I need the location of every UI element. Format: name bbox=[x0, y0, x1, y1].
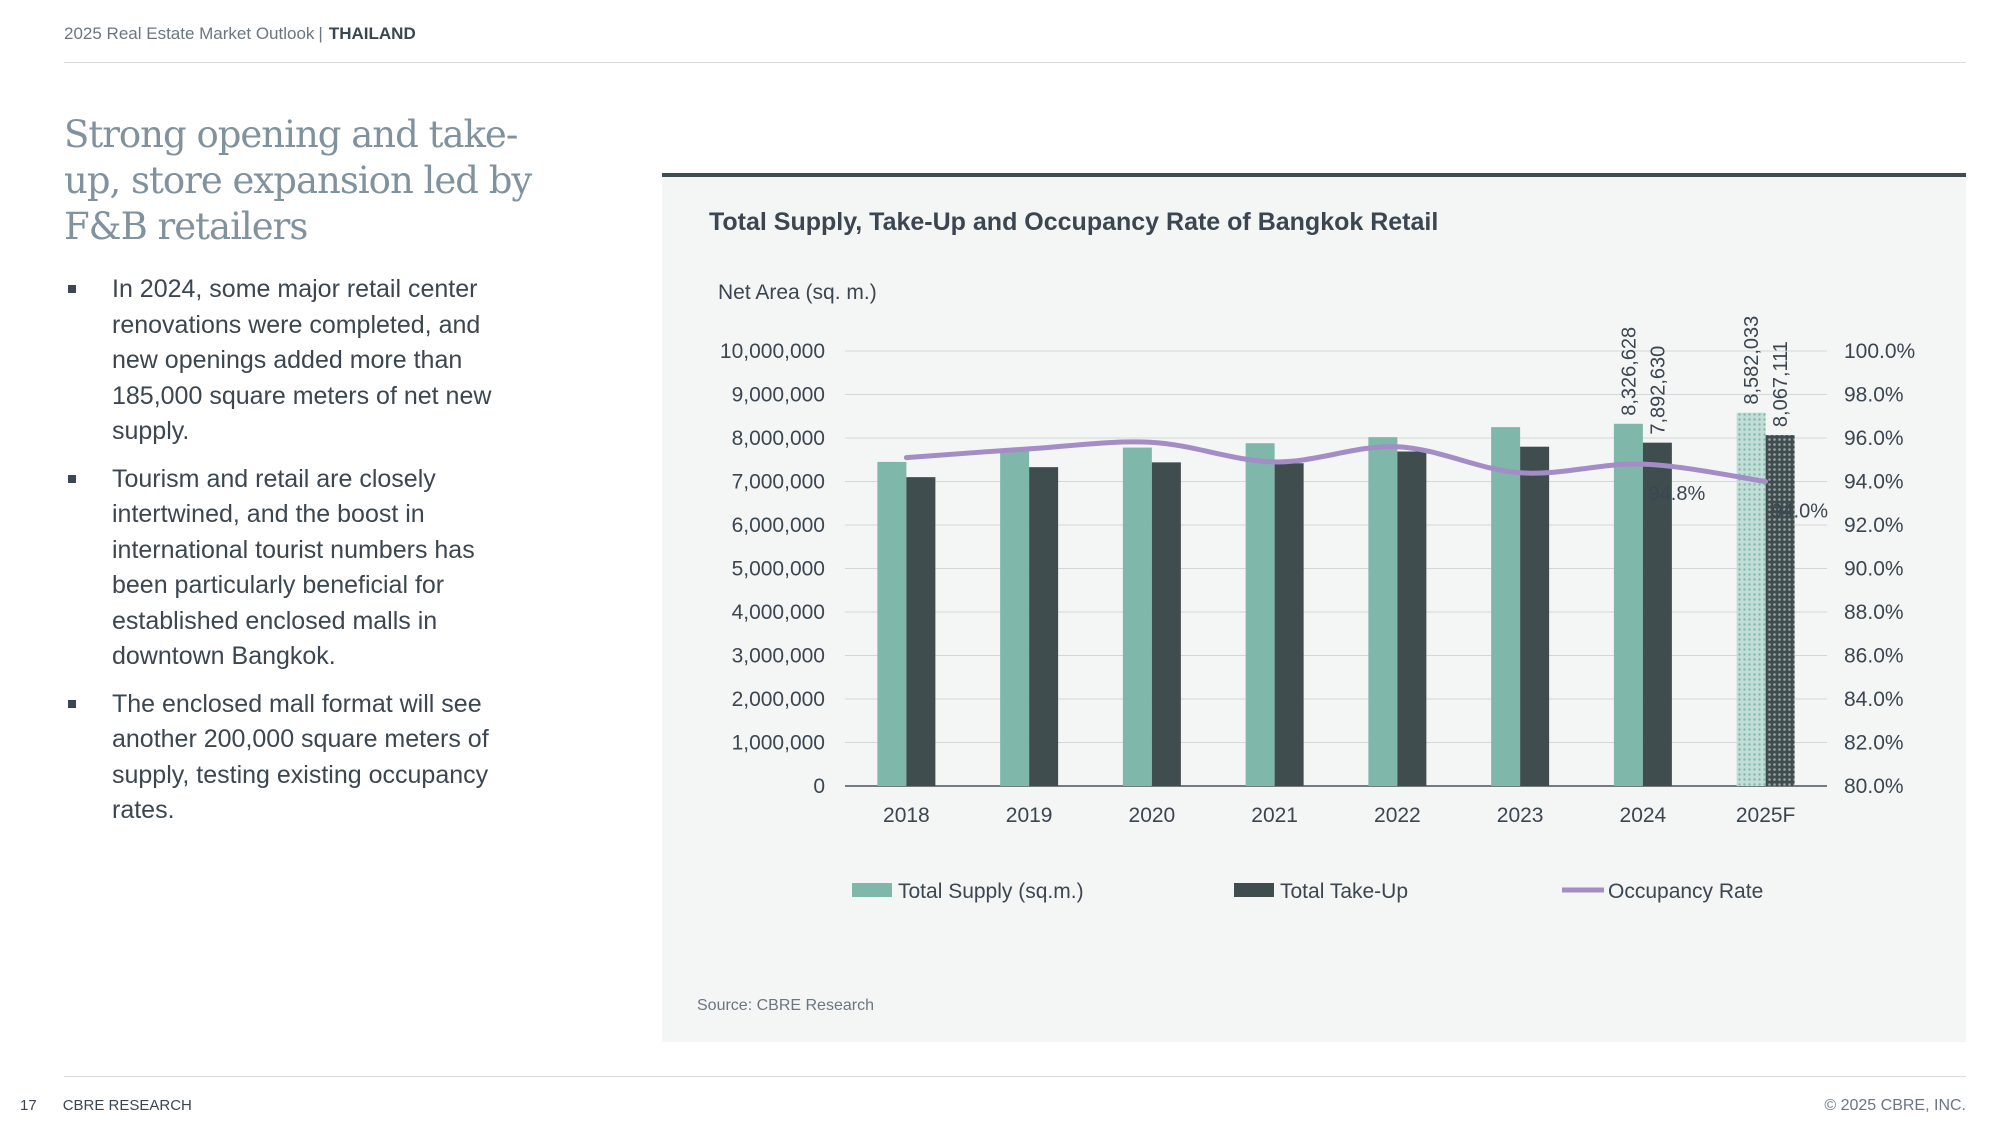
y-tick-label: 3,000,000 bbox=[732, 645, 825, 668]
footer-left: 17 CBRE RESEARCH bbox=[20, 1097, 192, 1114]
takeup-bar bbox=[906, 477, 936, 786]
y2-tick-label: 84.0% bbox=[1844, 688, 1904, 711]
bullet-item: The enclosed mall format will see anothe… bbox=[64, 687, 524, 829]
bullet-square-icon bbox=[68, 699, 76, 708]
x-tick-label: 2025F bbox=[1736, 804, 1796, 827]
legend-label: Total Take-Up bbox=[1280, 880, 1408, 903]
y2-tick-label: 94.0% bbox=[1844, 471, 1904, 494]
y-tick-label: 0 bbox=[813, 775, 825, 798]
y2-tick-label: 88.0% bbox=[1844, 601, 1904, 624]
y2-tick-label: 86.0% bbox=[1844, 645, 1904, 668]
header-separator: | bbox=[318, 24, 323, 43]
occupancy-line-group bbox=[903, 439, 1769, 484]
supply-data-label: 8,326,628 bbox=[1618, 327, 1640, 416]
y-tick-label: 4,000,000 bbox=[732, 601, 825, 624]
gridlines bbox=[845, 350, 1827, 787]
chart-title: Total Supply, Take-Up and Occupancy Rate… bbox=[709, 208, 1439, 236]
footer-brand: CBRE RESEARCH bbox=[62, 1097, 192, 1114]
legend-label: Occupancy Rate bbox=[1608, 880, 1763, 903]
supply-bar bbox=[1245, 443, 1275, 786]
legend-label: Total Supply (sq.m.) bbox=[898, 880, 1084, 903]
y-tick-label: 2,000,000 bbox=[732, 688, 825, 711]
country-label: THAILAND bbox=[328, 24, 416, 43]
supply-bar bbox=[1122, 447, 1152, 786]
supply-bar bbox=[1491, 427, 1521, 786]
chart-legend: Total Supply (sq.m.) Total Take-Up Occupan… bbox=[852, 880, 1763, 903]
y2-tick-label: 100.0% bbox=[1844, 340, 1915, 363]
y-tick-label: 8,000,000 bbox=[732, 427, 825, 450]
y2-tick-label: 80.0% bbox=[1844, 775, 1904, 798]
y2-tick-label: 82.0% bbox=[1844, 732, 1904, 755]
y-axis-title: Net Area (sq. m.) bbox=[718, 281, 877, 304]
bullet-text: The enclosed mall format will see anothe… bbox=[112, 689, 489, 825]
supply-bar bbox=[1613, 423, 1643, 786]
occupancy-data-label: 94.0% bbox=[1771, 501, 1828, 523]
x-tick-label: 2020 bbox=[1129, 804, 1176, 827]
chart-labels: Net Area (sq. m.) 0 1,000,000 2,000,000 3,00… bbox=[718, 281, 1915, 827]
y-tick-label: 5,000,000 bbox=[732, 558, 825, 581]
y-tick-label: 6,000,000 bbox=[732, 514, 825, 537]
takeup-bar bbox=[1397, 451, 1427, 786]
x-tick-label: 2022 bbox=[1374, 804, 1421, 827]
x-tick-label: 2019 bbox=[1006, 804, 1053, 827]
y2-tick-label: 90.0% bbox=[1844, 558, 1904, 581]
takeup-bar bbox=[1642, 442, 1672, 786]
header-divider bbox=[64, 62, 1966, 63]
x-tick-label: 2021 bbox=[1251, 804, 1298, 827]
y-tick-label: 7,000,000 bbox=[732, 471, 825, 494]
legend-swatch bbox=[852, 883, 892, 897]
footer-divider bbox=[64, 1076, 1966, 1077]
supply-bar bbox=[1736, 412, 1766, 786]
takeup-bar bbox=[1274, 463, 1304, 786]
x-tick-label: 2023 bbox=[1497, 804, 1544, 827]
page-title: Strong opening and take-up, store expans… bbox=[64, 113, 532, 248]
takeup-bar bbox=[1029, 467, 1059, 786]
legend-swatch bbox=[1234, 883, 1274, 897]
takeup-data-label: 7,892,630 bbox=[1647, 346, 1669, 435]
bullet-text: In 2024, some major retail center renova… bbox=[112, 275, 492, 445]
chart-svg: Net Area (sq. m.) 0 1,000,000 2,000,000 3,00… bbox=[718, 281, 1915, 903]
supply-bar bbox=[1368, 437, 1398, 786]
bars bbox=[877, 412, 1795, 786]
occupancy-line bbox=[903, 439, 1769, 484]
x-tick-label: 2018 bbox=[883, 804, 930, 827]
bullet-item: In 2024, some major retail center renova… bbox=[64, 272, 524, 450]
page-number: 17 bbox=[20, 1097, 37, 1114]
y2-tick-label: 98.0% bbox=[1844, 384, 1904, 407]
bullet-square-icon bbox=[68, 285, 76, 293]
takeup-data-label: 8,067,111 bbox=[1770, 341, 1792, 427]
supply-bar bbox=[1000, 451, 1030, 786]
bullet-list: In 2024, some major retail center renova… bbox=[64, 272, 524, 841]
y-tick-label: 1,000,000 bbox=[732, 732, 825, 755]
report-name: 2025 Real Estate Market Outlook bbox=[64, 24, 315, 43]
bullet-square-icon bbox=[68, 474, 76, 483]
y2-tick-label: 92.0% bbox=[1844, 514, 1904, 537]
x-tick-label: 2024 bbox=[1620, 804, 1667, 827]
occupancy-data-label: 94.8% bbox=[1649, 483, 1706, 505]
y2-tick-label: 96.0% bbox=[1844, 427, 1904, 450]
footer-copyright: © 2025 CBRE, INC. bbox=[1824, 1097, 1966, 1114]
supply-data-label: 8,582,033 bbox=[1741, 316, 1763, 405]
takeup-bar bbox=[1151, 462, 1181, 786]
bullet-text: Tourism and retail are closely intertwin… bbox=[112, 464, 475, 671]
y-tick-label: 9,000,000 bbox=[732, 384, 825, 407]
takeup-bar bbox=[1765, 435, 1795, 786]
takeup-bar bbox=[1520, 446, 1550, 786]
report-header: 2025 Real Estate Market Outlook | THAILAND bbox=[64, 24, 416, 44]
bullet-item: Tourism and retail are closely intertwin… bbox=[64, 462, 524, 675]
supply-bar bbox=[877, 461, 907, 786]
y-tick-label: 10,000,000 bbox=[720, 340, 825, 363]
chart-source: Source: CBRE Research bbox=[697, 997, 874, 1014]
